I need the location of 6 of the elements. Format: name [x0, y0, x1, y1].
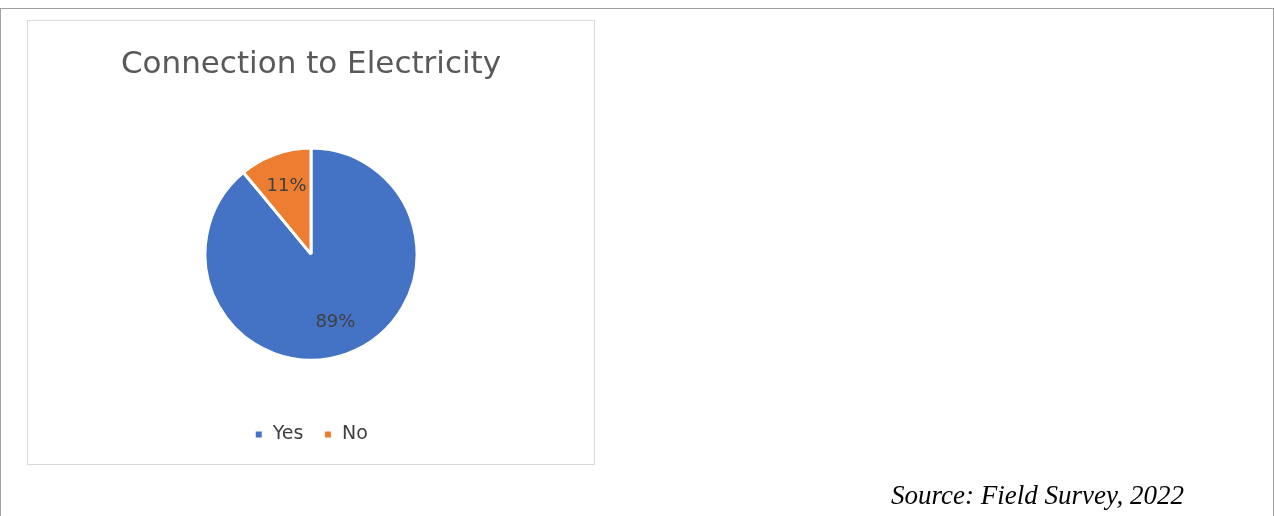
- source-note: Source: Field Survey, 2022: [891, 480, 1184, 511]
- legend-label: No: [341, 421, 368, 444]
- legend-label: Yes: [271, 421, 304, 444]
- data-label: 11%: [266, 173, 307, 195]
- chart-title: Connection to Electricity: [120, 43, 502, 80]
- data-label: 89%: [315, 309, 356, 331]
